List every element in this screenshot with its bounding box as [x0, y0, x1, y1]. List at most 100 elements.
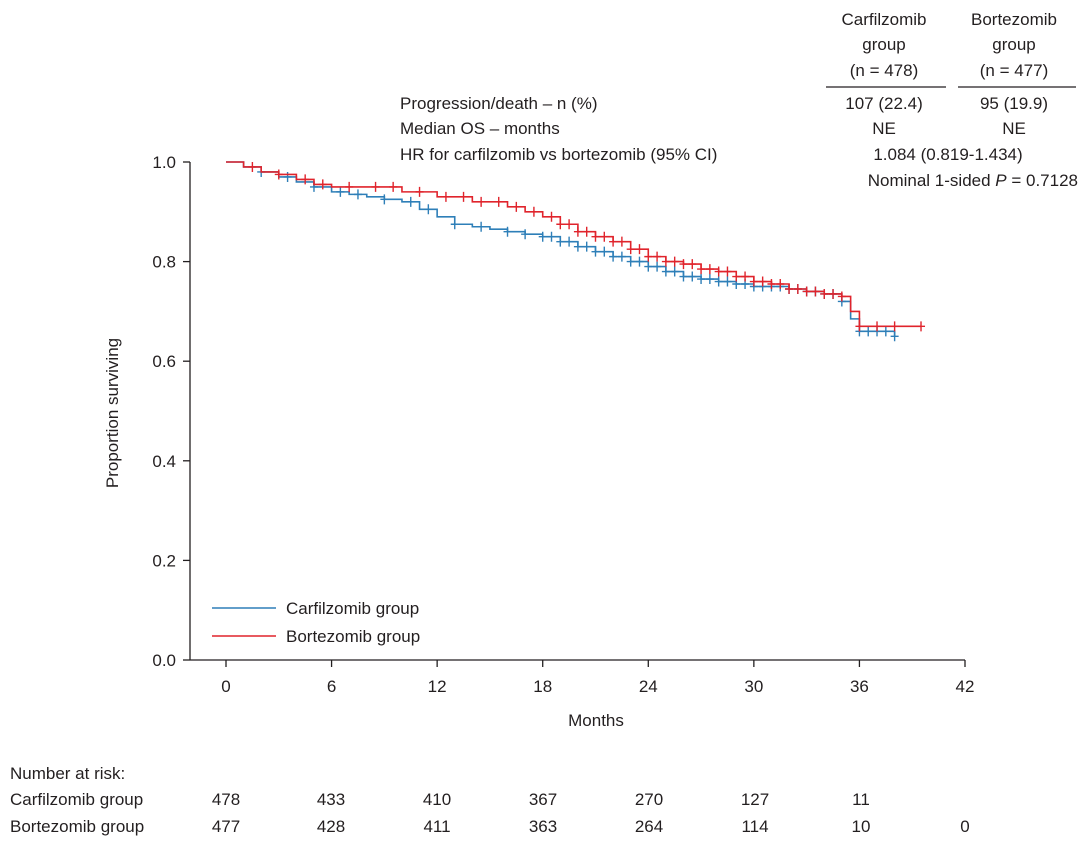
risk-cell: 270: [634, 790, 664, 809]
censor-mark: [653, 251, 662, 262]
censor-mark: [890, 321, 899, 332]
censor-mark: [679, 259, 688, 270]
censor-mark: [670, 266, 679, 277]
x-tick-label: 36: [850, 677, 869, 696]
censor-mark: [741, 271, 750, 282]
stats-value-carfilzomib-progression: 107 (22.4): [845, 94, 923, 113]
censor-mark: [758, 276, 767, 287]
censor-mark: [274, 169, 283, 180]
censor-mark: [864, 326, 873, 337]
risk-cell: 433: [316, 790, 346, 809]
risk-cell: 264: [634, 817, 664, 836]
censor-mark: [301, 174, 310, 185]
legend-label-bortezomib: Bortezomib group: [286, 627, 420, 646]
censor-mark: [424, 204, 433, 215]
censor-mark: [820, 288, 829, 299]
censor-mark: [776, 279, 785, 290]
censor-mark: [406, 196, 415, 207]
stats-header-carfilzomib-line2: group: [862, 35, 905, 54]
censor-mark: [556, 236, 565, 247]
censor-mark: [723, 266, 732, 277]
censor-mark: [617, 236, 626, 247]
censor-mark: [705, 264, 714, 275]
stats-header-carfilzomib-line1: Carfilzomib: [841, 10, 926, 29]
censor-mark: [582, 241, 591, 252]
censor-mark: [380, 194, 389, 205]
survival-curve-carfilzomib: [226, 161, 896, 337]
censor-mark: [714, 276, 723, 287]
censor-mark: [441, 191, 450, 202]
x-tick-label: 18: [533, 677, 552, 696]
stats-header-bortezomib-line1: Bortezomib: [971, 10, 1057, 29]
y-tick-label: 0.4: [152, 452, 176, 471]
censor-mark: [503, 226, 512, 237]
risk-row-label: Carfilzomib group: [10, 790, 144, 809]
stats-pvalue-suffix: = 0.7128: [1007, 171, 1078, 190]
censor-mark: [283, 171, 292, 182]
censor-mark: [547, 211, 556, 222]
censor-mark: [521, 229, 530, 240]
stats-row-label-progression: Progression/death – n (%): [400, 94, 598, 113]
censor-mark: [600, 231, 609, 242]
censor-mark: [785, 283, 794, 294]
censor-mark: [714, 266, 723, 277]
stats-value-hazard-ratio: 1.084 (0.819-1.434): [873, 145, 1022, 164]
censor-mark: [697, 274, 706, 285]
censor-mark: [477, 221, 486, 232]
legend-label-carfilzomib: Carfilzomib group: [286, 599, 419, 618]
risk-cell: 11: [852, 790, 870, 809]
censor-mark: [494, 196, 503, 207]
y-axis-label: Proportion surviving: [103, 338, 122, 488]
censor-mark: [661, 266, 670, 277]
censor-mark: [732, 271, 741, 282]
censor-mark: [644, 261, 653, 272]
stats-header-carfilzomib: Carfilzomib group (n = 478): [841, 10, 926, 80]
stats-value-bortezomib-median-os: NE: [1002, 119, 1026, 138]
stats-header-bortezomib-line2: group: [992, 35, 1035, 54]
risk-table-title: Number at risk:: [10, 764, 126, 783]
y-tick-label: 0.8: [152, 253, 176, 272]
censor-mark: [653, 261, 662, 272]
risk-cell: 428: [316, 817, 346, 836]
y-tick-label: 0.2: [152, 551, 176, 570]
censor-mark: [318, 179, 327, 190]
censor-mark: [688, 271, 697, 282]
censor-mark: [749, 276, 758, 287]
stats-pvalue-prefix: Nominal 1-sided: [868, 171, 996, 190]
censor-mark: [679, 271, 688, 282]
legend: Carfilzomib group Bortezomib group: [212, 599, 420, 646]
stats-pvalue: Nominal 1-sided P = 0.7128: [868, 171, 1078, 190]
risk-cell: 478: [211, 790, 241, 809]
censor-mark: [609, 251, 618, 262]
risk-row-label: Bortezomib group: [10, 817, 145, 836]
stats-value-carfilzomib-median-os: NE: [872, 119, 896, 138]
censor-mark: [600, 246, 609, 257]
y-tick-label: 0.6: [152, 352, 176, 371]
censor-mark: [565, 236, 574, 247]
censor-mark: [573, 241, 582, 252]
censor-mark: [591, 231, 600, 242]
censor-mark: [415, 186, 424, 197]
censor-mark: [723, 276, 732, 287]
stats-row-label-median-os: Median OS – months: [400, 119, 560, 138]
censor-mark: [829, 288, 838, 299]
censor-mark: [917, 321, 926, 332]
x-tick-label: 24: [639, 677, 658, 696]
censor-mark: [609, 236, 618, 247]
stats-header-bortezomib-line3: (n = 477): [980, 61, 1049, 80]
censor-mark: [529, 206, 538, 217]
stats-pvalue-symbol: P: [995, 171, 1007, 190]
censor-mark: [248, 161, 257, 172]
censor-mark: [635, 256, 644, 267]
censor-mark: [661, 256, 670, 267]
stats-header-carfilzomib-line3: (n = 478): [850, 61, 919, 80]
censor-mark: [855, 321, 864, 332]
censor-mark: [591, 246, 600, 257]
censor-mark: [477, 196, 486, 207]
censor-mark: [881, 326, 890, 337]
stats-row-label-hazard-ratio: HR for carfilzomib vs bortezomib (95% CI…: [400, 145, 717, 164]
risk-cell: 0: [960, 817, 970, 836]
censor-mark: [353, 189, 362, 200]
censor-mark: [635, 244, 644, 255]
